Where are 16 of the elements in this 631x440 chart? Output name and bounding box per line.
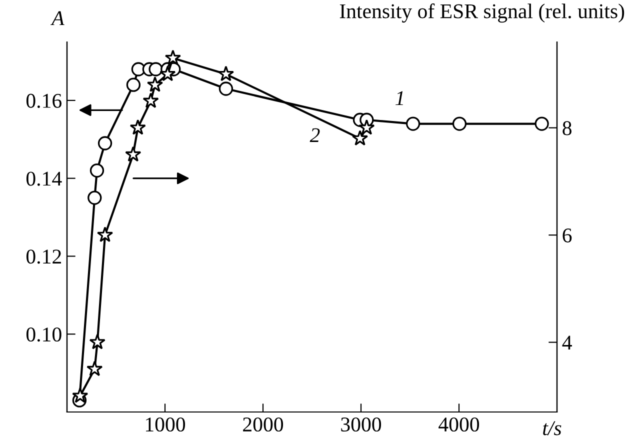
y-tick-label: 0.12 bbox=[26, 250, 61, 264]
x-tick-label: 4000 bbox=[438, 417, 480, 432]
y-tick-label: 0.14 bbox=[26, 172, 62, 186]
y2-tick-label: 6 bbox=[562, 228, 572, 242]
y-axis-title: A bbox=[50, 11, 64, 26]
y2-tick-label: 8 bbox=[562, 121, 572, 136]
y-tick-label: 0.16 bbox=[26, 94, 62, 108]
y-tick-label: 0.10 bbox=[26, 327, 62, 342]
annotation: 1 bbox=[396, 91, 403, 106]
x-tick-label: 2000 bbox=[243, 417, 284, 432]
x-tick-label: 3000 bbox=[341, 417, 382, 432]
y2-axis-title: Intensity of ESR signal (rel. units) bbox=[340, 3, 624, 23]
annotation: 2 bbox=[310, 128, 320, 142]
y2-tick-label: 4 bbox=[562, 336, 572, 350]
x-axis-title: t/s bbox=[543, 421, 562, 436]
x-tick-label: 1000 bbox=[146, 417, 186, 432]
